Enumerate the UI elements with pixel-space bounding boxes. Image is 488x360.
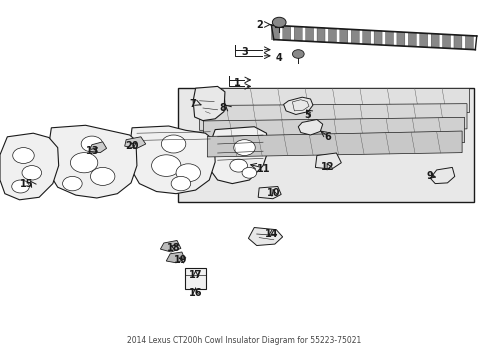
Circle shape [242,167,256,178]
Polygon shape [316,28,325,42]
Text: 4: 4 [275,53,282,63]
Text: 2: 2 [255,20,262,30]
Polygon shape [453,35,461,49]
Text: 6: 6 [324,132,330,142]
Polygon shape [283,97,312,114]
Polygon shape [328,28,336,43]
Polygon shape [207,131,461,157]
Text: 18: 18 [166,243,180,253]
Text: 19: 19 [174,255,187,265]
Text: 11: 11 [257,164,270,174]
Polygon shape [407,32,415,47]
Polygon shape [184,268,206,289]
Text: 17: 17 [188,270,202,280]
Circle shape [176,164,200,182]
Polygon shape [129,126,215,194]
Text: 15: 15 [20,179,34,189]
Circle shape [12,180,29,193]
Polygon shape [429,167,454,184]
Circle shape [171,176,190,191]
Polygon shape [350,30,359,44]
Polygon shape [362,30,370,45]
Circle shape [151,155,181,176]
Polygon shape [282,26,290,41]
Circle shape [292,50,304,58]
Polygon shape [89,142,106,153]
Text: 10: 10 [266,188,280,198]
Text: 2014 Lexus CT200h Cowl Insulator Diagram for 55223-75021: 2014 Lexus CT200h Cowl Insulator Diagram… [127,336,361,345]
Polygon shape [292,100,308,111]
Circle shape [272,17,285,27]
Circle shape [90,167,115,185]
Text: 12: 12 [320,162,334,172]
Polygon shape [160,240,181,252]
Text: 16: 16 [188,288,202,298]
Text: 7: 7 [189,99,196,109]
Polygon shape [305,27,313,42]
Circle shape [161,135,185,153]
Polygon shape [248,228,282,246]
Polygon shape [442,34,449,48]
Polygon shape [0,133,59,200]
Polygon shape [396,32,404,46]
Polygon shape [207,127,267,184]
Polygon shape [258,186,281,199]
Polygon shape [48,125,137,198]
Circle shape [13,148,34,163]
Text: 13: 13 [86,146,100,156]
Text: 1: 1 [233,78,240,88]
Text: 5: 5 [304,110,311,120]
Polygon shape [271,25,279,40]
Polygon shape [339,29,347,43]
Polygon shape [430,33,438,48]
Text: 20: 20 [125,141,139,151]
Polygon shape [166,252,184,263]
Polygon shape [419,33,427,47]
Circle shape [70,153,98,173]
Polygon shape [178,88,473,202]
Polygon shape [193,86,224,121]
Text: 3: 3 [241,47,247,57]
Circle shape [81,136,102,152]
Text: 8: 8 [219,103,225,113]
Polygon shape [124,137,145,148]
Text: 9: 9 [426,171,433,181]
Circle shape [62,176,82,191]
Polygon shape [294,26,302,41]
Polygon shape [195,88,468,112]
Circle shape [229,159,247,172]
Text: 14: 14 [264,229,278,239]
Polygon shape [385,31,393,46]
Polygon shape [315,153,341,169]
Polygon shape [465,35,472,50]
Polygon shape [203,117,464,145]
Circle shape [233,140,255,156]
Circle shape [22,166,41,180]
Polygon shape [199,104,466,130]
Polygon shape [298,120,322,135]
Polygon shape [373,31,381,45]
